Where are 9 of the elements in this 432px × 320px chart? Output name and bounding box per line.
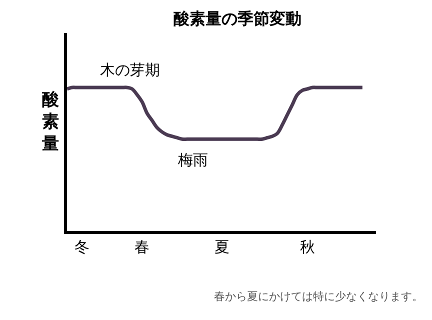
x-tick-label: 夏 <box>214 238 230 256</box>
x-tick-label: 秋 <box>300 238 315 256</box>
y-axis-title: 酸素量 <box>41 90 60 154</box>
text: 木の芽期 <box>100 61 160 79</box>
text: 春から夏にかけては特に少なくなります。 <box>214 290 423 303</box>
x-tick-label: 春 <box>134 238 150 256</box>
annotation: 梅雨 <box>177 151 208 169</box>
x-tick-label: 冬 <box>74 238 90 256</box>
chart-title: 酸素量の季節変動 <box>174 9 302 28</box>
